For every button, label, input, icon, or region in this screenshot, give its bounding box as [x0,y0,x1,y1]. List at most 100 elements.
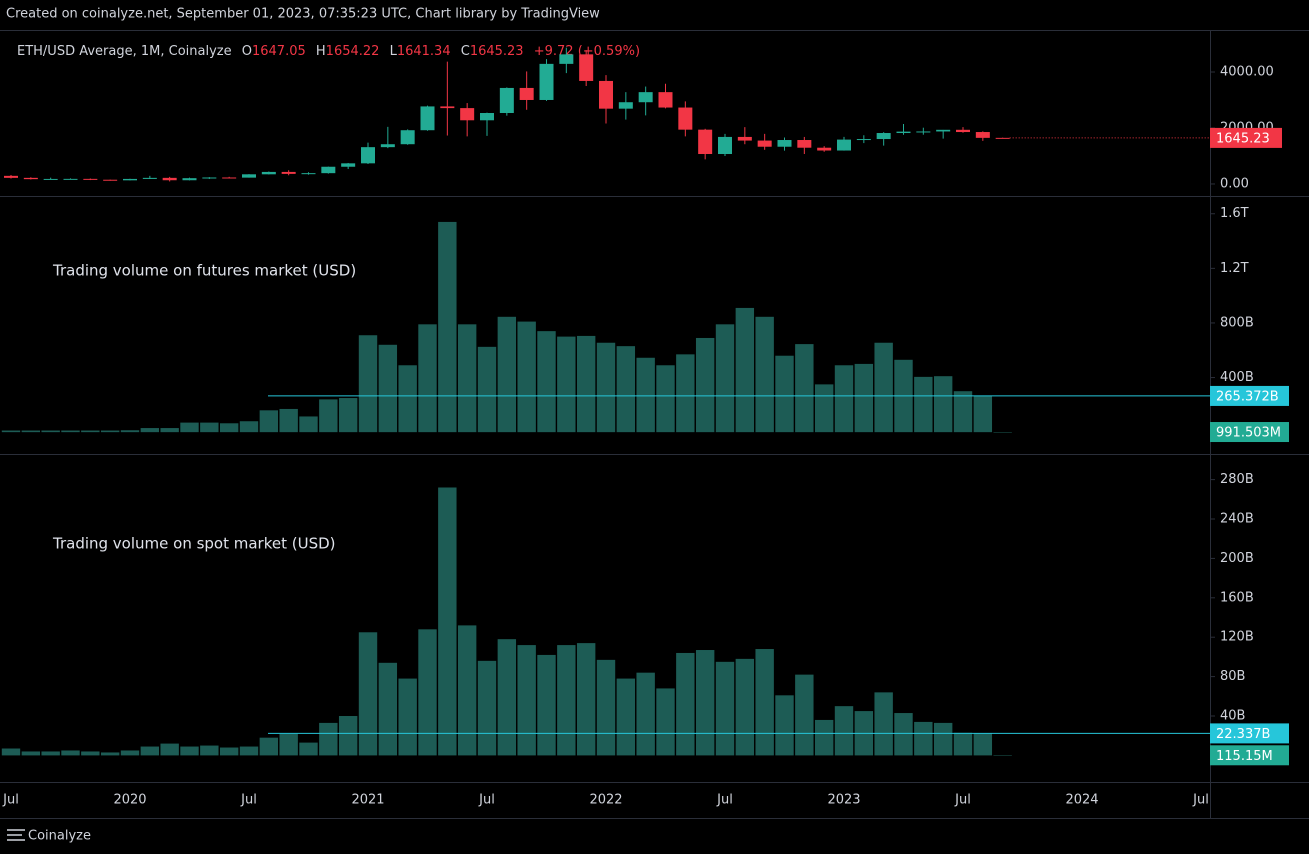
footer-logo[interactable]: Coinalyze [28,829,91,844]
y-tick-label: 4000.00 [1220,64,1274,79]
candle-body [480,113,494,121]
y-tick-label: 400B [1220,370,1254,385]
value-tag-label: 265.372B [1216,389,1279,404]
bar [120,430,140,433]
candle-body [718,136,732,155]
candle-body [440,106,455,109]
y-tick-label: 40B [1220,709,1245,724]
candle-body [896,131,911,134]
candle-body [142,177,157,179]
bar [140,428,160,433]
bar [358,335,378,433]
value-tag-label: 115.15M [1216,749,1273,764]
bar [299,416,318,433]
bar [497,639,517,756]
candle-body [817,147,832,151]
bar [61,750,80,756]
candle-body [460,108,475,121]
pane-title: Trading volume on futures market (USD) [52,262,356,280]
bar [775,355,794,433]
candle-body [995,137,1010,139]
bar [219,747,239,756]
y-tick-label: 0.00 [1220,176,1249,191]
bar [676,652,695,756]
bar [576,335,596,433]
bar [537,654,556,756]
bar [775,695,794,756]
bar [239,746,259,756]
bar [319,722,338,756]
bar [41,430,60,433]
bar [259,737,279,756]
candle-body [162,177,177,181]
candle-body [956,129,970,133]
candle-body [182,178,197,181]
plot-area [4,47,1010,182]
bar [239,421,259,433]
bar [358,632,378,756]
bar [219,423,239,433]
bar [457,324,477,433]
bar [874,692,893,756]
bar [438,487,457,756]
legend: ETH/USD Average, 1M, Coinalyze O1647.05 … [17,44,640,59]
x-tick-label: 2021 [351,793,384,808]
legend-key: L [390,44,398,59]
bar [100,430,120,433]
bar [576,643,596,756]
legend-value: 1645.23 [470,44,524,59]
y-tick-label: 120B [1220,630,1254,645]
candle-body [400,130,415,145]
bar [100,752,120,756]
bar [457,625,477,756]
bar [41,751,60,756]
bar [616,346,636,433]
candle-body [936,129,951,132]
bar [497,316,517,433]
bar [914,721,933,756]
legend-value: 1654.22 [326,44,380,59]
bar [180,746,199,756]
candle-body [281,171,296,174]
bar [656,688,675,756]
bar [557,336,576,433]
bar [636,357,655,433]
bar [933,376,953,433]
bar [695,650,715,756]
bar [378,344,398,433]
legend-key: O [242,44,252,59]
bar [200,422,219,433]
bar [735,658,755,756]
bar [259,410,279,433]
candle-body [916,131,931,133]
x-tick-label: 2020 [113,793,146,808]
y-tick-label: 1.6T [1220,206,1249,221]
bar [914,376,933,433]
bar [299,742,318,756]
candle-body [599,80,613,109]
candle-body [301,173,316,175]
candle-body [123,178,137,181]
candle-body [361,147,375,164]
candle-body [83,178,98,180]
value-tag [1210,422,1289,443]
legend-key: C [461,44,470,59]
x-tick-label: Jul [478,793,495,808]
legend-value: 1641.34 [397,44,451,59]
bar [656,365,675,433]
pane-title: Trading volume on spot market (USD) [52,535,336,553]
candle-body [777,140,792,147]
x-tick-label: Jul [716,793,733,808]
y-tick-label: 200B [1220,551,1254,566]
bar [418,629,437,756]
x-tick-label: 2022 [589,793,622,808]
menu-icon[interactable] [7,829,25,841]
value-tag [1210,385,1289,406]
candle-body [876,133,891,140]
candle-body [103,179,118,181]
bar [140,746,160,756]
candle-body [618,102,633,109]
bar [338,398,358,433]
candle-body [43,178,58,180]
